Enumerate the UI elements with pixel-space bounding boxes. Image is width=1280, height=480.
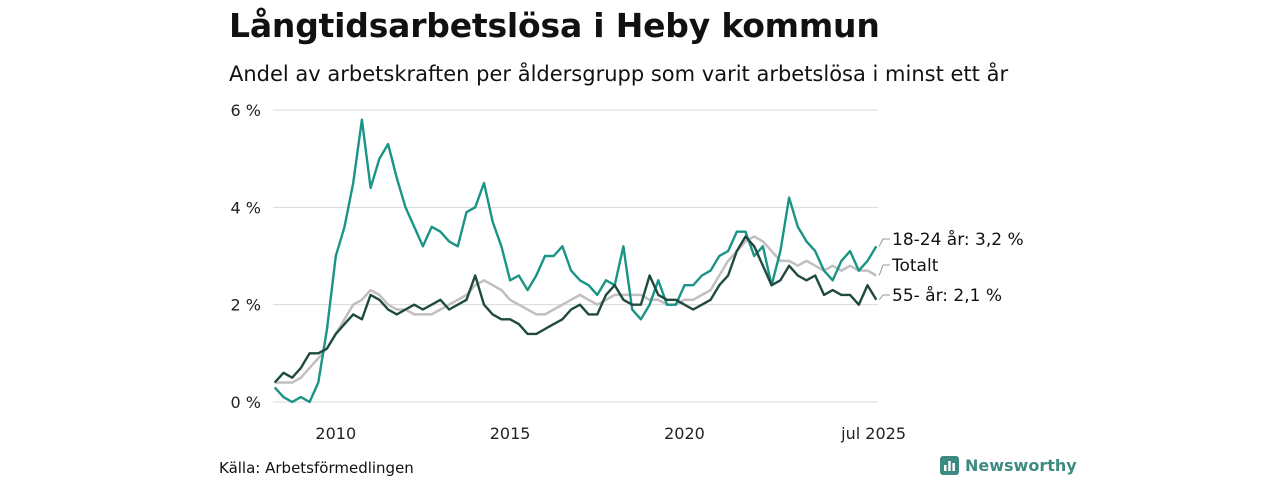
- x-tick-label: jul 2025: [840, 424, 906, 443]
- y-tick-label: 6 %: [231, 101, 261, 120]
- x-tick-label: 2010: [315, 424, 356, 443]
- newsworthy-logo-icon: [940, 456, 959, 475]
- brand: Newsworthy: [940, 456, 1077, 475]
- end-labels: 18-24 år: 3,2 % Totalt 55- år: 2,1 %: [878, 229, 1024, 306]
- series-line-total: [274, 235, 877, 384]
- chart-title: Långtidsarbetslösa i Heby kommun: [229, 6, 880, 45]
- end-label-connector: [878, 294, 890, 301]
- x-tick-label: 2015: [490, 424, 531, 443]
- y-tick-label: 4 %: [231, 198, 261, 217]
- brand-name: Newsworthy: [965, 456, 1077, 475]
- source-note: Källa: Arbetsförmedlingen: [219, 459, 414, 477]
- y-axis-ticks: 0 % 2 % 4 % 6 %: [231, 101, 261, 412]
- y-tick-label: 2 %: [231, 296, 261, 315]
- series-line-older: [273, 235, 878, 384]
- series-line-youth: [273, 118, 878, 404]
- x-axis-ticks: 2010 2015 2020 jul 2025: [315, 424, 906, 443]
- end-label: 18-24 år: 3,2 %: [892, 229, 1024, 250]
- end-label-connector: [878, 264, 890, 276]
- line-chart: 0 % 2 % 4 % 6 % 2010 2015 2020 jul 2025 18-24 …: [231, 101, 1024, 443]
- chart-subtitle: Andel av arbetskraften per åldersgrupp s…: [229, 62, 1009, 86]
- end-label: 55- år: 2,1 %: [892, 285, 1002, 306]
- x-tick-label: 2020: [664, 424, 705, 443]
- end-label-connector: [878, 238, 890, 247]
- y-tick-label: 0 %: [231, 393, 261, 412]
- end-label: Totalt: [891, 256, 939, 276]
- series-lines: [273, 118, 878, 404]
- grid-lines: [273, 109, 878, 403]
